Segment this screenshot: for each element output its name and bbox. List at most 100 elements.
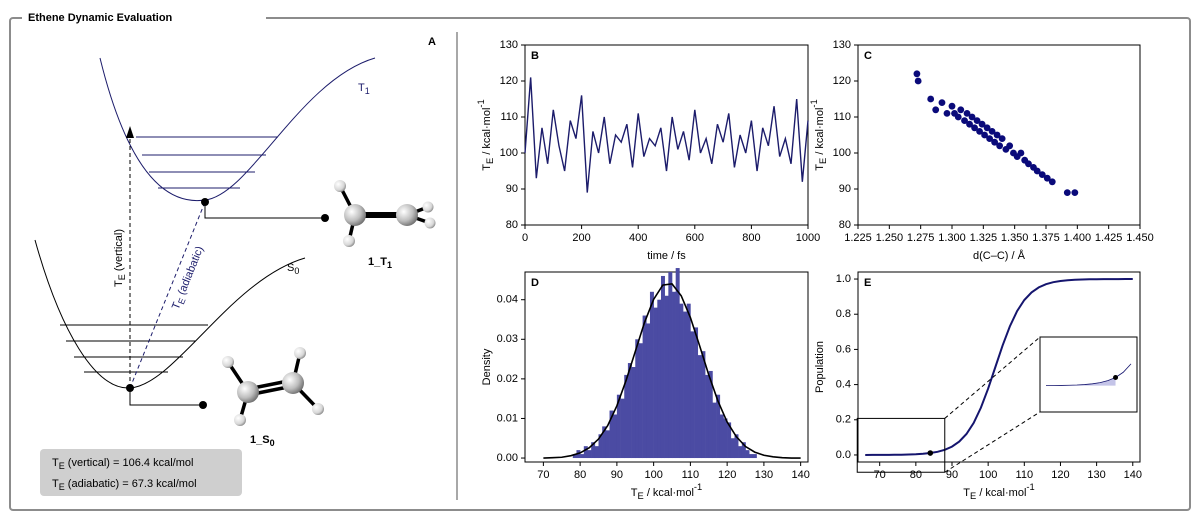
bar [705, 374, 710, 459]
y-axis-label-part: T [814, 164, 826, 171]
connector [204, 202, 325, 219]
y-axis-label-part: E [818, 158, 828, 164]
point [1071, 189, 1079, 197]
connector-dot [321, 214, 329, 222]
y-tick-label: 0.04 [497, 294, 518, 306]
data-line [524, 77, 809, 193]
y-axis-label-part: / kcal·mol [814, 108, 826, 158]
bar [741, 442, 746, 459]
arrow-head [126, 126, 134, 138]
x-axis-label: TE / kcal·mol-1 [963, 482, 1034, 501]
t1-curve [99, 57, 376, 202]
vertical-label: TE (vertical) [113, 229, 127, 287]
y-axis-label-part: -1 [476, 99, 486, 107]
point [1043, 174, 1051, 182]
y-tick-label: 120 [500, 75, 518, 87]
point [981, 131, 988, 139]
point [954, 113, 962, 121]
plot-frame [524, 271, 809, 463]
bar [653, 307, 658, 459]
state-label: T1 [358, 82, 370, 96]
x-axis-label: d(C–C) / Å [973, 249, 1026, 262]
point [986, 135, 993, 143]
y-tick-label: 90 [506, 183, 518, 195]
result-line: TE (vertical) = 106.4 kcal/mol [52, 457, 193, 471]
point [961, 117, 968, 124]
point [1048, 178, 1056, 186]
plot-frame [857, 271, 1141, 463]
y-tick-label: 80 [839, 219, 851, 231]
x-tick-label: 70 [874, 469, 886, 481]
bar [716, 394, 721, 459]
x-tick-label: 600 [686, 232, 704, 244]
adiabatic-line [129, 201, 206, 389]
bar [642, 315, 647, 459]
bar [675, 268, 680, 459]
bar [605, 430, 610, 459]
bar [598, 434, 603, 459]
title-backdrop [22, 8, 266, 28]
molecule-s0 [222, 347, 324, 426]
bar [679, 303, 684, 459]
bar [627, 363, 632, 459]
molecule-label: 1_T1 [368, 256, 392, 270]
y-tick-label: 120 [833, 75, 851, 87]
y-tick-label: 0.01 [497, 412, 518, 424]
inset-area [1046, 377, 1116, 386]
x-axis-label-part: E [970, 491, 976, 501]
marker [927, 450, 934, 456]
t1-min [201, 198, 209, 206]
bar [694, 327, 699, 459]
point [1006, 142, 1014, 150]
point [978, 120, 986, 128]
plot-frame [524, 44, 809, 226]
bar [572, 454, 577, 459]
x-tick-label: 200 [572, 232, 590, 244]
point [993, 131, 1001, 139]
bar [613, 414, 618, 459]
connector [129, 388, 203, 406]
x-tick-label: 80 [574, 469, 586, 481]
x-tick-label: 80 [910, 469, 922, 481]
state-label: S0 [287, 262, 299, 276]
inset-frame [1039, 336, 1138, 413]
point [988, 127, 996, 135]
bar [620, 398, 625, 459]
y-tick-label: 0.02 [497, 373, 518, 385]
point [914, 77, 922, 85]
x-tick-label: 800 [742, 232, 760, 244]
molecule-t1 [334, 180, 436, 247]
x-tick-label: 0 [522, 232, 528, 244]
y-axis-label-part: T [481, 164, 493, 171]
bar [719, 414, 724, 459]
x-tick-label: 1.325 [970, 232, 998, 244]
x-tick-label: 130 [755, 469, 773, 481]
y-axis-label-part: -1 [809, 99, 819, 107]
y-tick-label: 0.8 [836, 308, 851, 320]
y-tick-label: 0.00 [497, 452, 518, 464]
point [927, 95, 935, 103]
x-tick-label: 120 [1051, 469, 1069, 481]
x-tick-label: 130 [1087, 469, 1105, 481]
y-tick-label: 1.0 [836, 273, 851, 285]
t1-levels [136, 136, 278, 189]
point [1038, 171, 1046, 179]
results-box [40, 449, 242, 496]
y-tick-label: 0.6 [836, 343, 851, 355]
zoom-box [856, 417, 946, 473]
bar [594, 446, 599, 459]
x-axis-label: TE / kcal·mol-1 [631, 482, 702, 501]
bar [646, 323, 651, 459]
s0-min [126, 384, 134, 392]
bar [752, 454, 757, 459]
panel-label: E [864, 277, 871, 289]
point [1033, 167, 1041, 175]
y-tick-label: 0.2 [836, 414, 851, 426]
point [938, 99, 946, 106]
x-tick-label: 1.425 [1095, 232, 1123, 244]
x-tick-label: 70 [537, 469, 549, 481]
bar [609, 410, 614, 459]
connector-dot [199, 401, 207, 409]
panel-label: D [531, 277, 539, 289]
